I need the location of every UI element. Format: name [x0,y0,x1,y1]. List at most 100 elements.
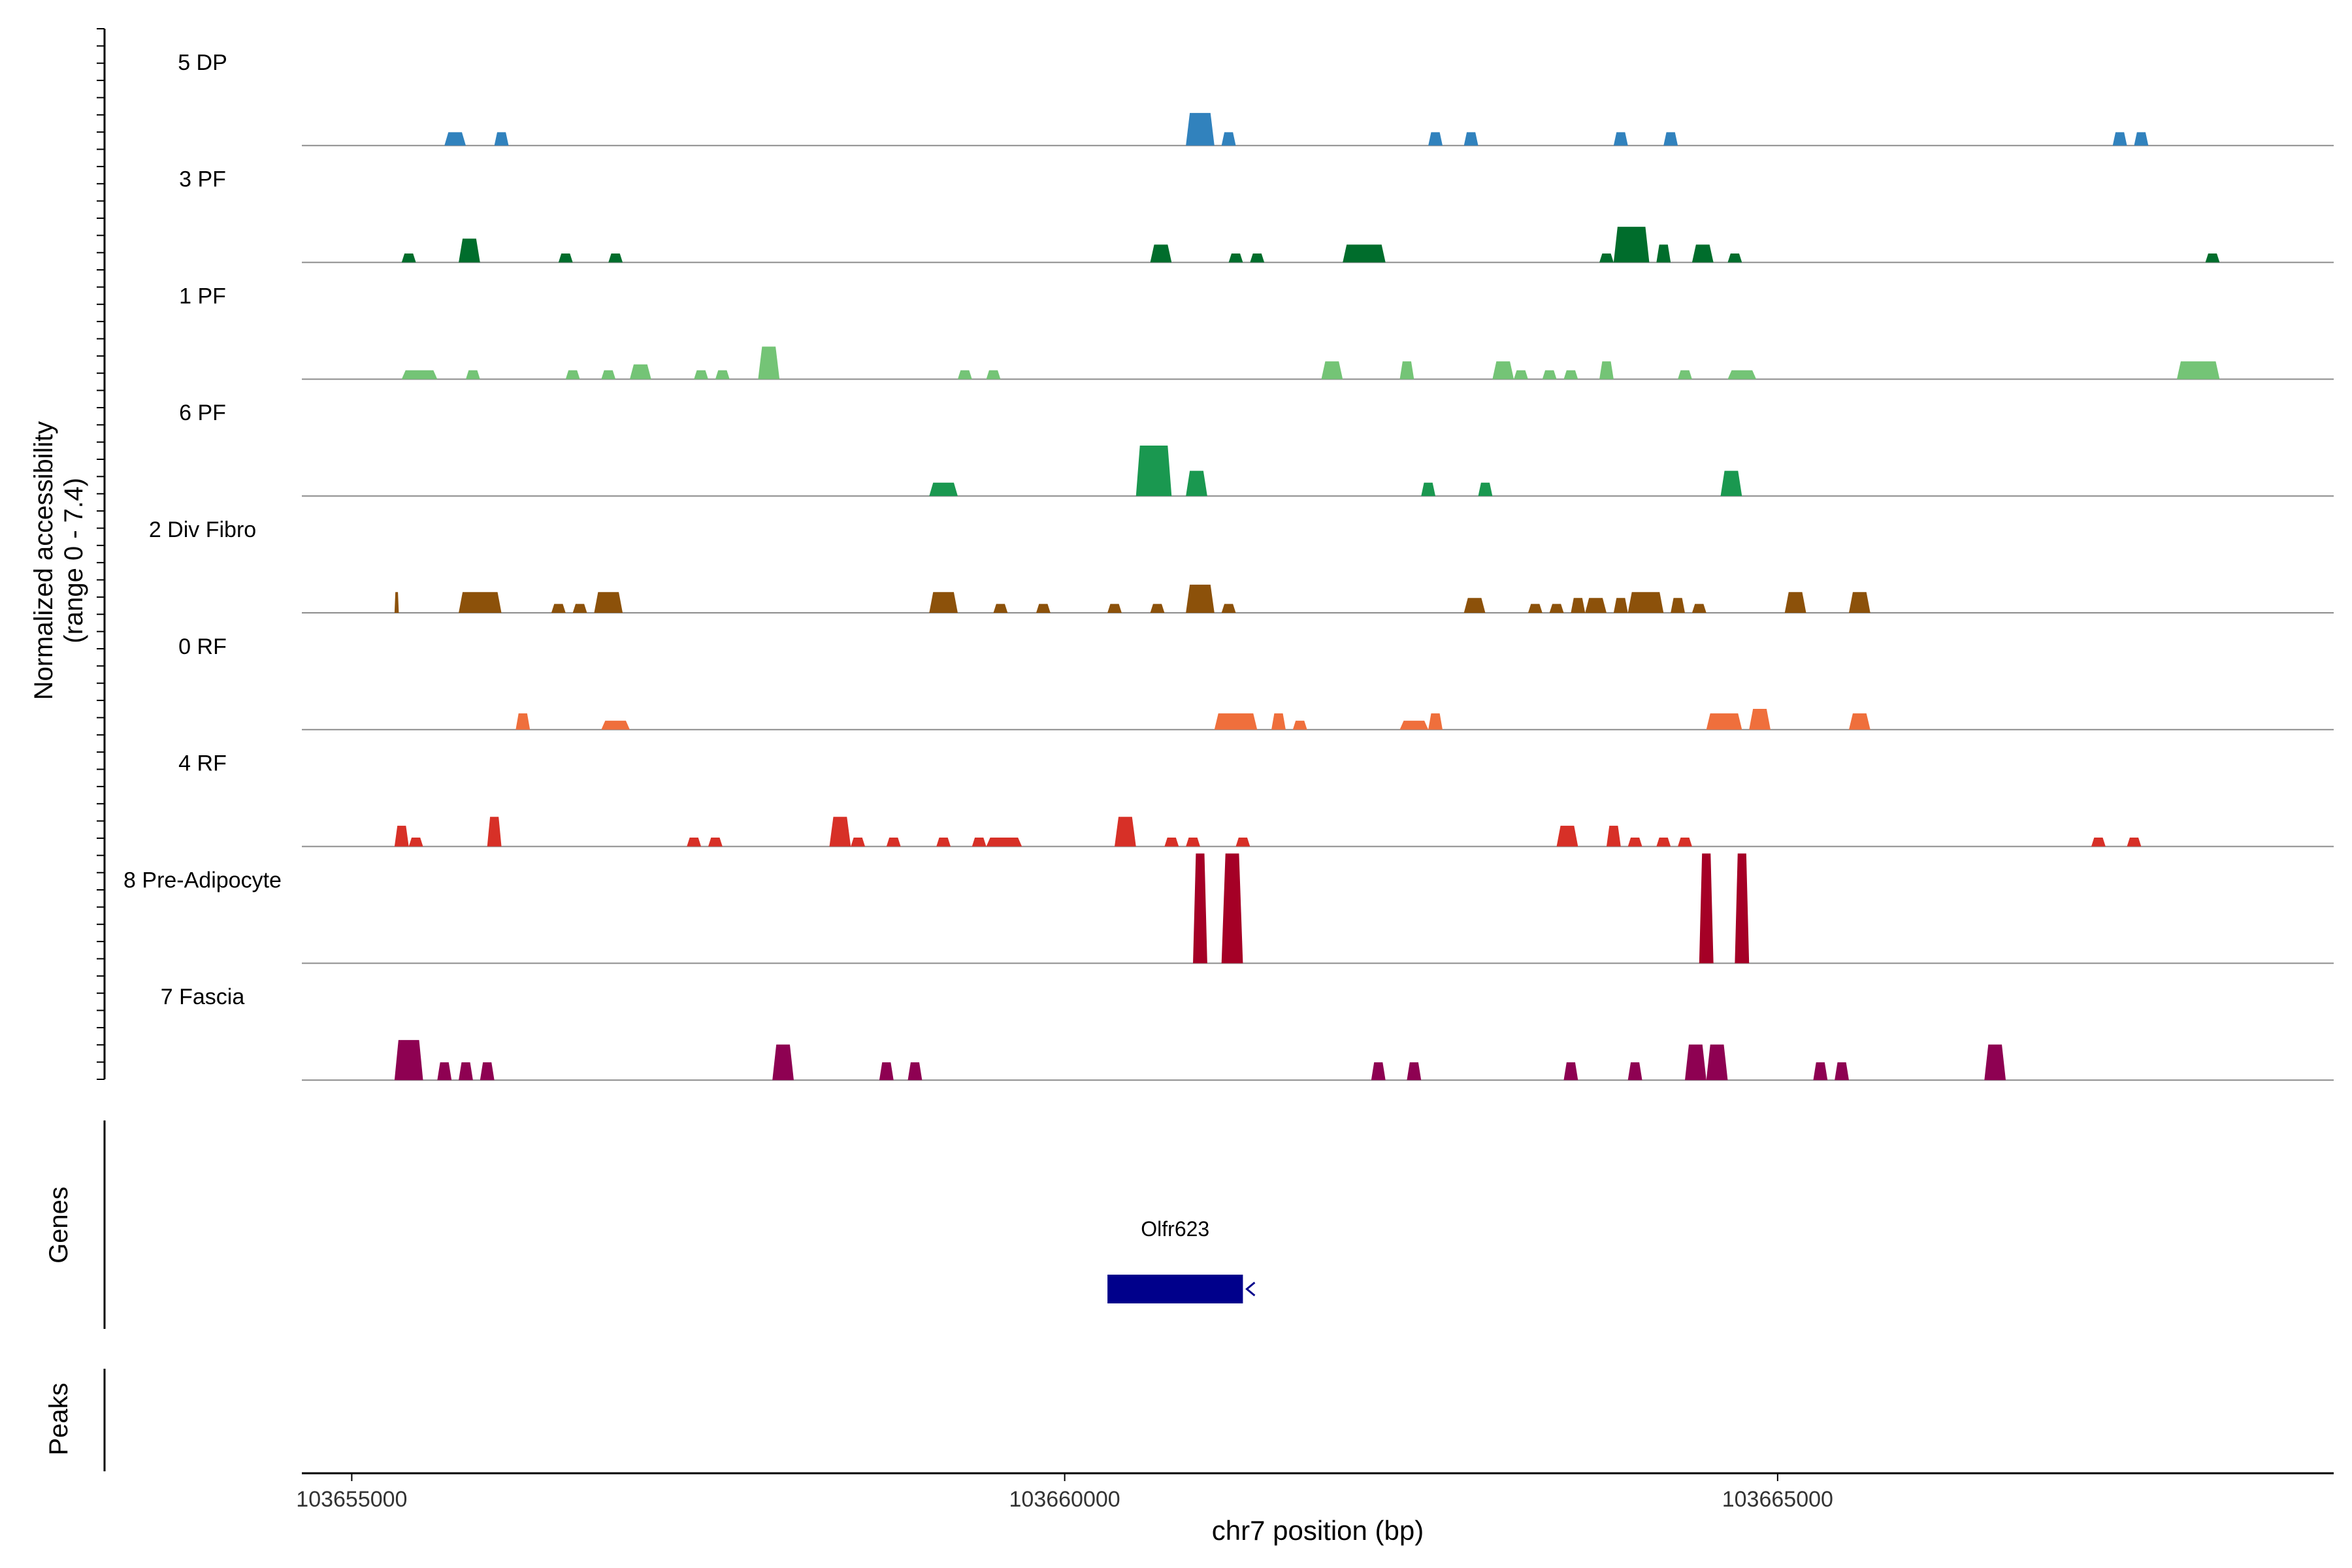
accessibility-peak [494,132,509,146]
x-axis-label: chr7 position (bp) [1212,1515,1424,1546]
accessibility-peak [907,1062,923,1081]
accessibility-peak [929,482,958,497]
track-8-pre-adipocyte: 8 Pre-Adipocyte [123,853,2334,964]
accessibility-peak [394,825,409,847]
accessibility-peak [594,592,623,613]
accessibility-peak [1164,837,1179,847]
accessibility-peak [465,370,480,380]
accessibility-peak [1678,370,1692,380]
track-5-dp: 5 DP [178,50,2334,146]
accessibility-peak [1699,853,1714,964]
accessibility-peak [2112,132,2127,146]
accessibility-peak [929,592,958,613]
accessibility-peak [1221,604,1236,613]
accessibility-peak [1214,713,1258,730]
axes-group [97,28,2334,1481]
track-1-pf: 1 PF [179,284,2334,380]
accessibility-peak [1135,446,1172,497]
accessibility-peak [1599,253,1614,263]
accessibility-peak [993,604,1008,613]
accessibility-peak [1706,1044,1728,1081]
accessibility-peak [1556,825,1578,847]
track-label: 3 PF [179,167,226,192]
accessibility-peak [551,604,566,613]
accessibility-peak [1036,604,1051,613]
accessibility-peak [1627,592,1664,613]
accessibility-peak [1399,721,1429,730]
accessibility-peak [1784,592,1806,613]
accessibility-peak [1186,112,1215,146]
track-label: 5 DP [178,50,227,75]
accessibility-peak [1235,837,1250,847]
accessibility-peak [936,837,951,847]
track-label: 0 RF [178,634,227,659]
x-tick-label: 103660000 [1009,1487,1120,1512]
accessibility-peak [1613,227,1650,263]
accessibility-peak [1292,721,1307,730]
accessibility-peak [480,1062,495,1081]
x-tick-labels: 103655000 103660000 103665000 [296,1487,1833,1512]
peaks-panel-label: Peaks [44,1382,73,1455]
accessibility-peak [1399,361,1414,380]
accessibility-peak [1735,853,1750,964]
track-6-pf: 6 PF [179,400,2334,497]
accessibility-peak [1193,853,1207,964]
accessibility-peak [708,837,723,847]
x-tick-label: 103655000 [296,1487,407,1512]
track-label: 2 Div Fibro [149,517,256,542]
accessibility-peak [1727,370,1757,380]
accessibility-peak [1107,604,1122,613]
accessibility-peak [694,370,708,380]
accessibility-peak [2134,132,2149,146]
accessibility-peak [1706,713,1742,730]
track-label: 4 RF [178,751,227,776]
accessibility-peak [1691,244,1714,263]
accessibility-peak [1691,604,1707,613]
accessibility-peak [1115,817,1136,847]
accessibility-peak [487,817,502,847]
accessibility-peak [687,837,702,847]
accessibility-peak [1514,370,1528,380]
accessibility-peak [886,837,901,847]
accessibility-peak [1720,470,1742,497]
accessibility-peak [986,837,1022,847]
accessibility-peak [1684,1044,1707,1081]
accessibility-peak [1813,1062,1828,1081]
track-7-fascia: 7 Fascia [161,985,2334,1081]
accessibility-peak [879,1062,894,1081]
track-label: 6 PF [179,400,226,425]
accessibility-peak [1478,482,1493,497]
accessibility-peak [957,370,972,380]
track-0-rf: 0 RF [178,634,2334,730]
accessibility-peak [401,370,438,380]
accessibility-peak [1563,370,1578,380]
accessibility-peak [1848,592,1870,613]
accessibility-peak [565,370,580,380]
accessibility-peak [1835,1062,1849,1081]
accessibility-peak [1656,244,1671,263]
accessibility-peak [1250,253,1265,263]
accessibility-peak [437,1062,452,1081]
accessibility-peak [1407,1062,1422,1081]
accessibility-peak [1186,470,1207,497]
accessibility-peak [1585,598,1607,613]
accessibility-peak [1463,132,1478,146]
accessibility-peak [1727,253,1742,263]
gene-body [1107,1275,1243,1303]
accessibility-peak [1492,361,1514,380]
accessibility-peak [1749,709,1771,730]
accessibility-peak [1428,132,1443,146]
accessibility-peak [829,817,851,847]
accessibility-peak [2205,253,2220,263]
accessibility-peak [1606,825,1621,847]
accessibility-peak [1678,837,1692,847]
accessibility-peak [2091,837,2106,847]
accessibility-peak [758,346,780,380]
accessibility-peak [629,364,651,380]
accessibility-peak [772,1044,794,1081]
accessibility-peak [1321,361,1343,380]
accessibility-peak [986,370,1001,380]
x-tick-marks [351,1473,1778,1481]
accessibility-peak [1228,253,1243,263]
